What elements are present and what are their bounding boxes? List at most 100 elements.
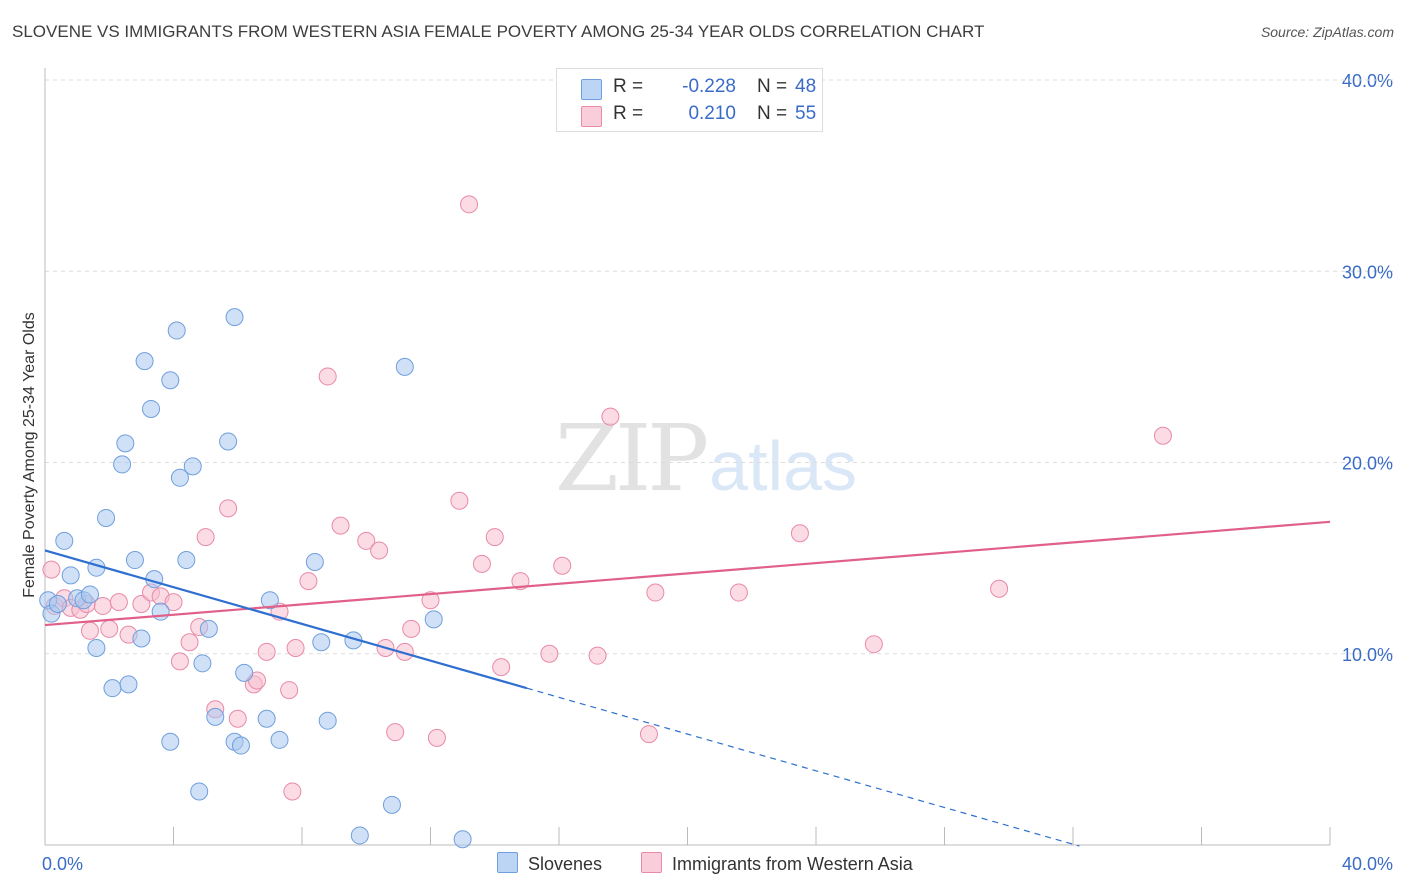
slovenes-point	[424, 610, 443, 629]
immigrants-point	[790, 524, 809, 543]
slovenes-point	[219, 432, 238, 451]
slovenes-point	[161, 371, 180, 390]
immigrants-point	[639, 725, 658, 744]
immigrants-point	[472, 554, 491, 573]
bottom-legend-immigrants: Immigrants from Western Asia	[641, 852, 913, 875]
immigrants-point	[492, 658, 511, 677]
slovenes-point	[135, 352, 154, 371]
immigrants-point	[109, 593, 128, 612]
slovenes-point	[318, 711, 337, 730]
immigrants-trend-line	[44, 520, 1331, 627]
slovenes-point	[87, 639, 106, 658]
immigrants-point	[100, 619, 119, 638]
slovenes-point	[177, 551, 196, 570]
immigrants-point	[421, 591, 440, 610]
legend-r-label: R =	[613, 76, 644, 97]
immigrants-point	[80, 621, 99, 640]
immigrants-point	[1153, 426, 1172, 445]
slovenes-point	[119, 675, 138, 694]
x-tick-label: 40.0%	[1342, 854, 1393, 874]
slovenes-point	[103, 679, 122, 698]
legend-r-value: 0.210	[688, 103, 736, 124]
immigrants-point	[511, 572, 530, 591]
slovenes-point	[257, 709, 276, 728]
immigrants-point	[386, 723, 405, 742]
immigrants-point	[318, 367, 337, 386]
slovenes-point	[55, 531, 74, 550]
immigrants-point	[164, 593, 183, 612]
slovenes-trend-extension	[526, 687, 1080, 847]
slovenes-point	[142, 399, 161, 418]
legend-r-label: R =	[613, 103, 644, 124]
slovenes-point	[453, 830, 472, 849]
y-tick-label: 20.0%	[1342, 454, 1393, 474]
slovenes-point	[167, 321, 186, 340]
slovenes-point	[193, 654, 212, 673]
immigrants-point	[283, 782, 302, 801]
immigrants-point	[729, 583, 748, 602]
slovenes-trend-line	[44, 549, 528, 690]
slovenes-point	[48, 595, 67, 614]
immigrants-point	[646, 583, 665, 602]
y-tick-label: 10.0%	[1342, 645, 1393, 665]
legend-n-value: 55	[795, 103, 817, 124]
slovenes-point	[125, 551, 144, 570]
legend-r-value: -0.228	[682, 76, 736, 97]
immigrants-point	[170, 652, 189, 671]
bottom-legend-label-slovenes: Slovenes	[528, 854, 603, 874]
slovenes-point	[225, 308, 244, 327]
immigrants-point	[299, 572, 318, 591]
immigrants-point	[990, 579, 1009, 598]
slovenes-point	[190, 782, 209, 801]
chart-title: SLOVENE VS IMMIGRANTS FROM WESTERN ASIA …	[12, 22, 985, 41]
slovenes-point	[183, 457, 202, 476]
immigrants-point	[196, 528, 215, 547]
y-tick-label: 30.0%	[1342, 262, 1393, 282]
slovenes-point	[161, 732, 180, 751]
bottom-legend-label-immigrants: Immigrants from Western Asia	[672, 854, 913, 874]
immigrants-point	[588, 646, 607, 665]
correlation-legend: R = -0.228 N = 48 R = 0.210 N = 55	[556, 68, 823, 132]
immigrants-point	[427, 728, 446, 747]
legend-swatch-immigrants	[581, 106, 602, 127]
legend-n-value: 48	[795, 76, 817, 97]
immigrants-point	[450, 491, 469, 510]
slovenes-point	[61, 566, 80, 585]
immigrants-point	[280, 681, 299, 700]
immigrants-point	[42, 560, 61, 579]
immigrants-point	[228, 709, 247, 728]
slovenes-point	[395, 357, 414, 376]
slovenes-point	[350, 826, 369, 845]
immigrants-point	[601, 407, 620, 426]
slovenes-point	[170, 468, 189, 487]
legend-n-label: N =	[757, 76, 788, 97]
immigrants-point	[460, 195, 479, 214]
immigrants-point	[219, 499, 238, 518]
slovenes-point	[199, 619, 218, 638]
slovenes-point	[97, 508, 116, 527]
immigrants-point	[540, 644, 559, 663]
immigrants-point	[257, 642, 276, 661]
immigrants-point	[402, 619, 421, 638]
immigrants-point	[180, 633, 199, 652]
immigrants-point	[864, 635, 883, 654]
source-label: Source: ZipAtlas.com	[1260, 24, 1394, 40]
slovenes-point	[235, 663, 254, 682]
slovenes-point	[206, 707, 225, 726]
y-axis-label: Female Poverty Among 25-34 Year Olds	[21, 312, 38, 598]
slovenes-point	[113, 455, 132, 474]
slovenes-point	[80, 585, 99, 604]
immigrants-point	[331, 516, 350, 535]
immigrants-point	[286, 639, 305, 658]
y-tick-label: 40.0%	[1342, 71, 1393, 91]
legend-swatch-slovenes	[581, 79, 602, 100]
immigrants-point	[132, 595, 151, 614]
bottom-legend-swatch-immigrants	[641, 852, 662, 873]
legend-n-label: N =	[757, 103, 788, 124]
slovenes-point	[305, 552, 324, 571]
slovenes-point	[260, 591, 279, 610]
x-tick-label: 0.0%	[42, 854, 83, 874]
slovenes-point	[312, 633, 331, 652]
immigrants-point	[357, 531, 376, 550]
